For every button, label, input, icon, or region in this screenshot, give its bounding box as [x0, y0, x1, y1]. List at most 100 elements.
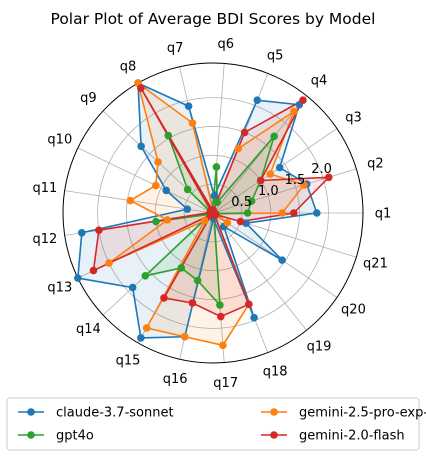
radial-tick-label: 1.5: [285, 173, 306, 188]
axis-labels: q1 q2 q3 q4 q5 q6 q7 q8 q9 q10 q11 q12 q13 q14 q15 q16 q…: [33, 37, 392, 391]
category-label-q14: q14: [76, 322, 101, 337]
series-point-gpt4o-q17: [216, 301, 224, 309]
legend-label-claude-3.7-sonnet: claude-3.7-sonnet: [56, 406, 174, 421]
series-point-gpt4o-q16: [193, 276, 202, 285]
series-fill-gemini-2.0-flash: [93, 88, 329, 317]
chart-title: Polar Plot of Average BDI Scores by Mode…: [51, 10, 376, 28]
series-point-gemini-2.5-pro-exp-03-25-q11: [126, 196, 135, 205]
series-point-gpt4o-q14: [141, 271, 150, 280]
series-point-gpt4o-q2: [247, 197, 256, 205]
legend-marker-gpt4o: [27, 431, 35, 439]
series-point-gemini-2.0-flash-q20: [211, 210, 220, 219]
series-point-gpt4o-q9: [183, 185, 192, 194]
series-point-gemini-2.0-flash-q18: [245, 300, 253, 309]
series-point-gemini-2.0-flash-q2: [324, 173, 333, 182]
series-point-claude-3.7-sonnet-q6: [210, 191, 219, 200]
series-point-claude-3.7-sonnet-q13: [74, 274, 82, 282]
category-label-q13: q13: [47, 280, 72, 295]
series-point-gemini-2.5-pro-exp-03-25-q15: [142, 324, 151, 332]
category-label-q5: q5: [267, 48, 284, 63]
legend-frame: [6, 397, 420, 451]
category-label-q8: q8: [120, 59, 137, 74]
series-point-gemini-2.0-flash-q8: [137, 84, 145, 92]
legend-label-gpt4o: gpt4o: [56, 429, 94, 444]
series-point-gpt4o-q5: [213, 198, 222, 207]
legend-label-gemini-2.5-pro-exp-03-25: gemini-2.5-pro-exp-03-25: [299, 406, 426, 421]
series-point-claude-3.7-sonnet-q18: [250, 313, 258, 322]
series-fill-gpt4o: [145, 135, 275, 306]
series-point-gemini-2.5-pro-exp-03-25-q5: [234, 144, 243, 153]
category-label-q9: q9: [80, 91, 97, 106]
legend-label-gemini-2.0-flash: gemini-2.0-flash: [299, 429, 405, 444]
category-label-q17: q17: [213, 376, 238, 391]
category-label-q7: q7: [167, 41, 184, 56]
series-point-gpt4o-q1: [243, 209, 252, 217]
series-point-claude-3.7-sonnet-q14: [128, 283, 137, 292]
series-point-claude-3.7-sonnet-q1: [313, 209, 321, 217]
series-point-gemini-2.5-pro-exp-03-25-q17: [219, 341, 227, 350]
category-label-q10: q10: [47, 133, 72, 148]
series-point-gemini-2.0-flash-q21: [236, 217, 245, 226]
series-point-gpt4o-q6: [212, 163, 221, 171]
category-label-q20: q20: [341, 302, 366, 317]
series-line-claude-3.7-sonnet: [77, 82, 318, 339]
series-point-gemini-2.0-flash-q12: [95, 226, 103, 234]
series-point-gemini-2.5-pro-exp-03-25-q4: [290, 107, 298, 116]
grid-spoke-q10: [77, 147, 214, 214]
grid-ring: [126, 126, 300, 300]
series-point-gemini-2.5-pro-exp-03-25-q12: [163, 216, 172, 224]
grid-spoke-q2: [212, 168, 357, 214]
category-label-q11: q11: [33, 181, 58, 196]
category-label-q2: q2: [367, 156, 384, 171]
legend-marker-gemini-2.0-flash: [270, 431, 278, 439]
series-point-gemini-2.5-pro-exp-03-25-q9: [154, 158, 162, 166]
category-label-q16: q16: [163, 372, 188, 387]
grid-spoke-q3: [212, 128, 338, 214]
radial-tick-label: 1.0: [258, 184, 279, 199]
series-point-claude-3.7-sonnet-q15: [137, 334, 145, 342]
series-point-gemini-2.0-flash-q3: [256, 176, 265, 185]
category-label-q4: q4: [311, 74, 328, 89]
series-point-gemini-2.5-pro-exp-03-25-q14: [200, 217, 209, 225]
series-point-claude-3.7-sonnet-q10: [162, 186, 171, 195]
series-point-claude-3.7-sonnet-q5: [253, 96, 262, 105]
series-point-gemini-2.0-flash-q16: [188, 299, 197, 307]
legend-marker-claude-3.7-sonnet: [27, 408, 35, 416]
series-point-claude-3.7-sonnet-q11: [183, 205, 192, 213]
series-point-gemini-2.0-flash-q1: [289, 209, 298, 217]
series-point-claude-3.7-sonnet-q7: [184, 102, 193, 110]
series-point-claude-3.7-sonnet-q12: [77, 228, 86, 237]
legend-marker-gemini-2.5-pro-exp-03-25: [270, 408, 278, 416]
category-label-q19: q19: [307, 339, 332, 354]
series-point-gemini-2.5-pro-exp-03-25-q13: [105, 259, 113, 267]
series-point-gpt4o-q12: [152, 217, 160, 226]
category-label-q3: q3: [345, 111, 362, 126]
series-point-gemini-2.5-pro-exp-03-25-q7: [188, 119, 197, 127]
series-point-gemini-2.5-pro-exp-03-25-q16: [180, 332, 189, 341]
grid-spoke-q19: [212, 212, 307, 331]
legend: claude-3.7-sonnet gemini-2.5-pro-exp-03-2…: [6, 397, 426, 451]
series-point-gpt4o-q15: [177, 264, 186, 272]
series-point-gemini-2.5-pro-exp-03-25-q1: [278, 209, 287, 217]
series-point-gemini-2.0-flash-q4: [299, 96, 307, 105]
category-label-q12: q12: [33, 232, 58, 247]
category-label-q1: q1: [375, 207, 392, 222]
series-fill-claude-3.7-sonnet: [77, 83, 317, 338]
category-label-q18: q18: [263, 365, 288, 380]
series-point-claude-3.7-sonnet-q20: [278, 256, 286, 264]
series-point-claude-3.7-sonnet-q3: [275, 163, 284, 172]
category-label-q6: q6: [217, 37, 234, 52]
series-point-gemini-2.5-pro-exp-03-25-q2: [300, 181, 308, 189]
series-point-gemini-2.0-flash-q17: [216, 312, 225, 321]
series-point-gpt4o-q8: [164, 131, 173, 140]
category-label-q15: q15: [116, 354, 141, 369]
radial-tick-label: 2.0: [311, 162, 332, 177]
series-point-gemini-2.0-flash-q15: [160, 294, 168, 302]
series-point-gpt4o-q4: [270, 132, 278, 141]
series-markers: [74, 79, 333, 350]
series-point-gemini-2.5-pro-exp-03-25-q3: [266, 170, 275, 178]
radial-tick-label: 0.5: [231, 195, 252, 210]
series-point-gemini-2.5-pro-exp-03-25-q20: [223, 218, 232, 227]
